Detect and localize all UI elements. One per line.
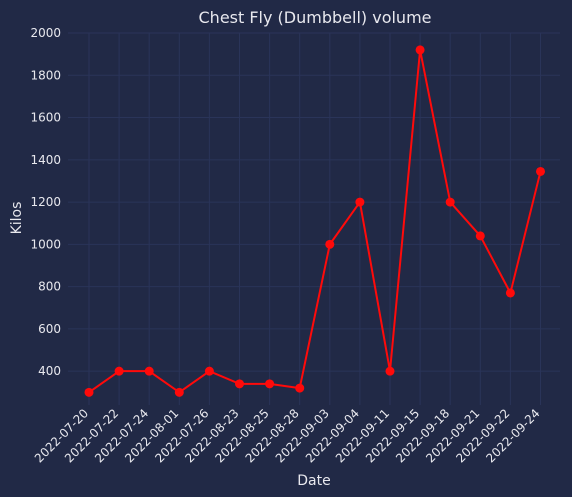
x-axis-ticks: 2022-07-202022-07-222022-07-242022-08-01…: [32, 406, 543, 465]
data-point: [144, 366, 154, 376]
y-tick-label: 400: [38, 364, 61, 378]
data-point: [536, 166, 545, 176]
grid: [68, 32, 560, 405]
data-point: [445, 197, 455, 207]
data-point: [235, 379, 244, 389]
y-tick-label: 1200: [30, 195, 61, 209]
y-tick-label: 1600: [30, 111, 61, 125]
data-point: [84, 387, 94, 397]
data-point: [355, 197, 365, 207]
data-point: [475, 231, 485, 241]
data-point: [114, 366, 124, 376]
y-tick-label: 1000: [30, 237, 61, 251]
data-point: [325, 239, 335, 249]
data-point: [265, 379, 275, 389]
data-point: [204, 366, 214, 376]
chart-title: Chest Fly (Dumbbell) volume: [199, 8, 432, 27]
data-point: [415, 45, 425, 55]
series-line: [88, 48, 542, 394]
y-tick-label: 2000: [30, 26, 61, 40]
data-point: [385, 366, 395, 376]
y-axis-title: Kilos: [9, 202, 25, 235]
y-tick-label: 1400: [30, 153, 61, 167]
y-tick-label: 800: [38, 280, 61, 294]
x-axis-title: Date: [297, 473, 330, 489]
data-point: [295, 383, 305, 393]
data-point: [505, 288, 515, 298]
y-axis-ticks: 400 600 800 1000 1200 1400 1600 1800 2000: [30, 26, 61, 378]
y-tick-label: 600: [38, 322, 61, 336]
y-tick-label: 1800: [30, 68, 61, 82]
series-layer: [84, 45, 545, 397]
data-point: [174, 387, 184, 397]
